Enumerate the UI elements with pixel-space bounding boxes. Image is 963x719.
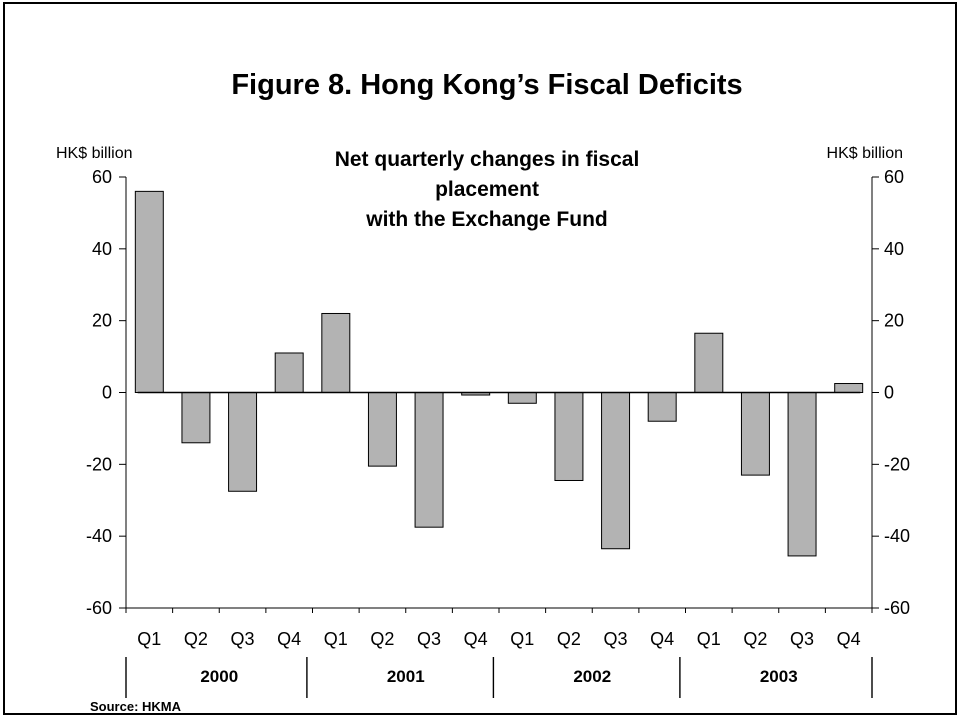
x-category-label: Q4	[464, 629, 488, 649]
right-y-tick-label: 40	[884, 239, 904, 259]
right-y-tick-label: 60	[884, 167, 904, 187]
right-y-tick-label: -60	[884, 598, 910, 618]
year-group-label: 2001	[387, 667, 425, 686]
x-category-label: Q1	[510, 629, 534, 649]
year-group-label: 2003	[760, 667, 798, 686]
x-category-label: Q1	[137, 629, 161, 649]
chart-subtitle-line-3: with the Exchange Fund	[365, 208, 608, 231]
x-category-label: Q4	[837, 629, 861, 649]
bar	[834, 383, 864, 394]
x-category-label: Q4	[277, 629, 301, 649]
bar	[274, 352, 304, 394]
x-category-label: Q1	[697, 629, 721, 649]
year-group-label: 2000	[200, 667, 238, 686]
x-category-label: Q3	[417, 629, 441, 649]
bar	[554, 392, 584, 481]
left-y-tick-label: 0	[102, 383, 112, 403]
x-category-label: Q2	[743, 629, 767, 649]
bar	[601, 392, 631, 550]
bar	[787, 392, 817, 557]
right-y-tick-label: 20	[884, 311, 904, 331]
bar	[228, 392, 258, 492]
year-group-label: 2002	[573, 667, 611, 686]
bar	[367, 392, 397, 467]
bar	[694, 332, 724, 393]
x-category-label: Q2	[370, 629, 394, 649]
left-y-tick-label: -60	[86, 598, 112, 618]
right-y-tick-label: -40	[884, 526, 910, 546]
bar	[507, 392, 537, 404]
bar	[647, 392, 677, 422]
x-category-label: Q3	[790, 629, 814, 649]
bar	[321, 312, 351, 394]
left-y-tick-label: 40	[92, 239, 112, 259]
bar	[181, 392, 211, 444]
left-y-tick-label: -20	[86, 454, 112, 474]
chart-subtitle-line-1: Net quarterly changes in fiscal	[335, 148, 640, 171]
left-axis-unit-label: HK$ billion	[56, 145, 132, 162]
right-y-tick-label: 0	[884, 383, 894, 403]
x-category-label: Q3	[231, 629, 255, 649]
x-category-label: Q2	[184, 629, 208, 649]
chart-subtitle-line-2: placement	[435, 178, 539, 201]
x-category-label: Q3	[604, 629, 628, 649]
source-note: Source: HKMA	[90, 699, 182, 714]
x-category-label: Q1	[324, 629, 348, 649]
left-y-tick-label: -40	[86, 526, 112, 546]
bar	[414, 392, 444, 528]
chart-title: Figure 8. Hong Kong’s Fiscal Deficits	[231, 69, 742, 101]
x-category-label: Q2	[557, 629, 581, 649]
x-category-label: Q4	[650, 629, 674, 649]
bar	[134, 190, 164, 393]
right-y-tick-label: -20	[884, 454, 910, 474]
left-y-tick-label: 60	[92, 167, 112, 187]
left-y-tick-label: 20	[92, 311, 112, 331]
right-axis-unit-label: HK$ billion	[827, 145, 903, 162]
bar	[740, 392, 770, 476]
